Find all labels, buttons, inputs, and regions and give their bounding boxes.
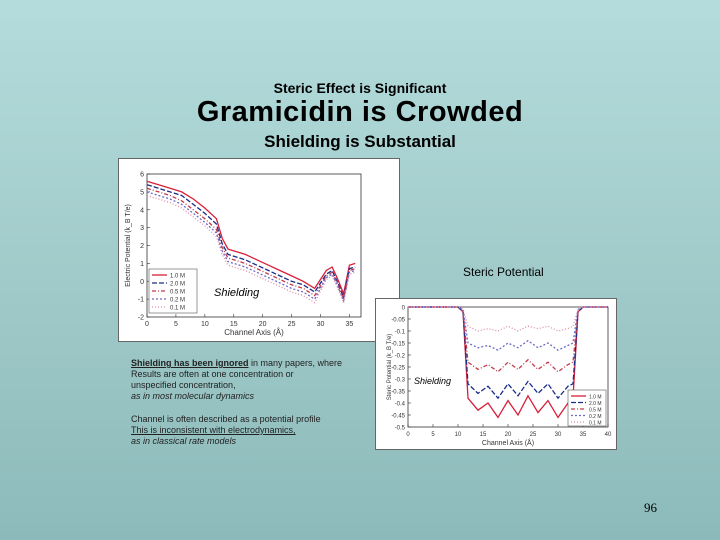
legend: 1.0 M 2.0 M 0.5 M 0.2 M 0.1 M	[148, 268, 198, 314]
steric-potential-chart-panel: 0 5 10 15 20 25 30 35 40 0 -0.05 -0.1 -0.15 -0.2 -0.25…	[375, 298, 617, 450]
note-line-3: unspecified concentration,	[131, 380, 236, 390]
y-tick-label: -1	[138, 297, 144, 304]
series-line	[146, 180, 356, 297]
x-tick-label: 15	[230, 321, 238, 328]
legend-entry: 0.5 M	[170, 290, 185, 296]
x-axis-label: Channel Axis (Å)	[482, 438, 534, 447]
x-tick-label: 0	[406, 432, 410, 438]
electric-potential-chart: 0 5 10 15 20 25 30 35 -2 -1 0 1 2 3 4 5 6 Channel Axis (Å…	[125, 172, 362, 337]
y-tick-label: -2	[138, 315, 144, 322]
y-tick-label: 5	[140, 189, 144, 196]
legend-entry: 2.0 M	[170, 282, 185, 288]
y-tick-label: -0.4	[395, 402, 406, 408]
y-tick-label: -0.25	[391, 366, 405, 372]
legend-entry: 2.0 M	[589, 401, 602, 407]
note-channel: Channel is often described as a potentia…	[131, 414, 371, 447]
y-tick-label: 3	[140, 225, 144, 232]
legend-entry: 0.1 M	[589, 421, 602, 427]
legend-entry: 0.5 M	[589, 408, 602, 414]
note-shielding-rest: in many papers, where	[248, 358, 343, 368]
legend: 1.0 M2.0 M0.5 M0.2 M0.1 M	[567, 389, 607, 427]
x-tick-label: 10	[201, 321, 209, 328]
y-tick-label: -0.35	[391, 390, 405, 396]
legend-entry: 1.0 M	[589, 395, 602, 401]
legend-entry: 0.1 M	[170, 306, 185, 312]
series-line	[146, 184, 356, 300]
shielding-label-2: Shielding	[414, 376, 452, 386]
subtitle-bottom: Shielding is Substantial	[264, 132, 456, 151]
page-number: 96	[644, 500, 657, 515]
note-shielding-bold: Shielding has been ignored	[131, 358, 249, 368]
note-line-2: Results are often at one concentration o…	[131, 369, 294, 379]
steric-potential-chart: 0 5 10 15 20 25 30 35 40 0 -0.05 -0.1 -0.15 -0.2 -0.25…	[387, 306, 612, 448]
y-tick-label: 6	[140, 172, 144, 179]
series-line	[146, 187, 356, 302]
steric-potential-label: Steric Potential	[463, 265, 544, 279]
y-tick-label: -0.15	[391, 342, 405, 348]
y-tick-label: 2	[140, 243, 144, 250]
note-line-4: as in most molecular dynamics	[131, 391, 255, 401]
x-tick-label: 30	[555, 432, 562, 438]
note-channel-line-2: This is inconsistent with electrodynamic…	[131, 425, 296, 435]
x-tick-label: 20	[259, 321, 267, 328]
y-tick-label: -0.3	[395, 378, 406, 384]
y-tick-label: -0.1	[395, 330, 406, 336]
y-tick-label: -0.5	[395, 426, 406, 432]
note-shielding: Shielding has been ignored in many paper…	[131, 358, 371, 402]
x-tick-label: 5	[174, 321, 178, 328]
y-tick-label: 4	[140, 207, 144, 214]
y-tick-label: -0.2	[395, 354, 406, 360]
note-channel-line-1: Channel is often described as a potentia…	[131, 414, 321, 424]
x-tick-label: 0	[145, 321, 149, 328]
x-tick-label: 5	[431, 432, 435, 438]
x-tick-label: 10	[455, 432, 462, 438]
legend-entry: 0.2 M	[170, 298, 185, 304]
legend-entry: 0.2 M	[589, 414, 602, 420]
y-tick-label: -0.05	[391, 318, 405, 324]
x-tick-label: 40	[605, 432, 612, 438]
series-line	[408, 306, 608, 351]
x-axis-label: Channel Axis (Å)	[224, 328, 284, 337]
shielding-label-1: Shielding	[214, 287, 260, 299]
x-tick-label: 15	[480, 432, 487, 438]
y-axis-label: Steric Potential (k_B T/e)	[387, 334, 393, 401]
subtitle-top: Steric Effect is Significant	[273, 80, 447, 96]
y-tick-label: 1	[140, 261, 144, 268]
series-line	[408, 306, 608, 332]
legend-box	[148, 268, 198, 314]
legend-entry: 1.0 M	[170, 274, 185, 280]
x-tick-label: 20	[505, 432, 512, 438]
note-channel-line-3: as in classical rate models	[131, 436, 237, 446]
y-tick-label: 0	[402, 306, 406, 312]
x-tick-label: 25	[288, 321, 296, 328]
x-tick-label: 25	[530, 432, 537, 438]
y-tick-label: 0	[140, 279, 144, 286]
electric-potential-chart-panel: 0 5 10 15 20 25 30 35 -2 -1 0 1 2 3 4 5 6 Channel Axis (Å…	[118, 158, 400, 342]
y-axis-label: Electric Potential (k_B T/e)	[125, 204, 132, 287]
x-tick-label: 35	[346, 321, 354, 328]
x-tick-label: 30	[317, 321, 325, 328]
y-tick-label: -0.45	[391, 414, 405, 420]
x-tick-label: 35	[580, 432, 587, 438]
slide-title: Gramicidin is Crowded	[196, 96, 524, 128]
